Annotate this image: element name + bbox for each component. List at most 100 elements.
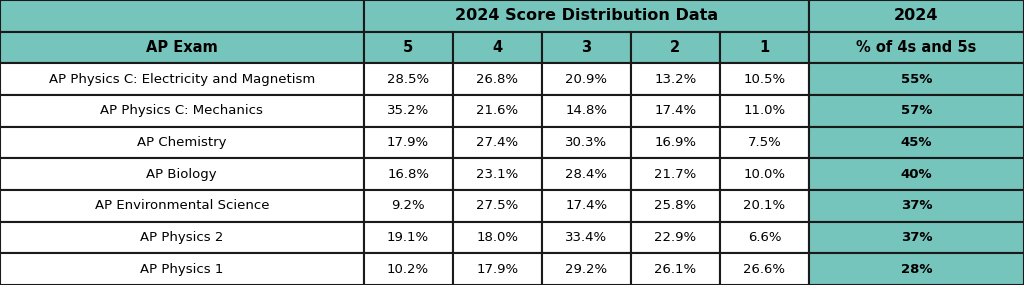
Bar [631, 127, 720, 158]
Text: 11.0%: 11.0% [743, 104, 785, 117]
Bar [453, 158, 542, 190]
Bar [631, 95, 720, 127]
Text: 16.8%: 16.8% [387, 168, 429, 181]
Bar [364, 95, 453, 127]
Bar [631, 222, 720, 253]
Text: 27.5%: 27.5% [476, 199, 518, 212]
Text: 7.5%: 7.5% [748, 136, 781, 149]
Text: 19.1%: 19.1% [387, 231, 429, 244]
Bar [809, 63, 1024, 95]
Bar [0, 158, 364, 190]
Bar [453, 253, 542, 285]
Text: 14.8%: 14.8% [565, 104, 607, 117]
Bar [542, 95, 631, 127]
Text: 5: 5 [402, 40, 414, 55]
Text: 35.2%: 35.2% [387, 104, 429, 117]
Bar [364, 32, 453, 63]
Text: 2024: 2024 [894, 8, 939, 23]
Bar [809, 253, 1024, 285]
Text: 21.7%: 21.7% [654, 168, 696, 181]
Text: 57%: 57% [901, 104, 932, 117]
Text: 4: 4 [493, 40, 502, 55]
Text: 55%: 55% [901, 73, 932, 86]
Text: AP Physics 1: AP Physics 1 [140, 263, 223, 276]
Bar [720, 222, 809, 253]
Bar [809, 158, 1024, 190]
Bar [453, 32, 542, 63]
Text: 2: 2 [671, 40, 680, 55]
Bar [542, 253, 631, 285]
Text: % of 4s and 5s: % of 4s and 5s [856, 40, 977, 55]
Bar [631, 253, 720, 285]
Bar [809, 0, 1024, 32]
Text: 26.6%: 26.6% [743, 263, 785, 276]
Bar [364, 127, 453, 158]
Text: 17.9%: 17.9% [476, 263, 518, 276]
Text: AP Chemistry: AP Chemistry [137, 136, 226, 149]
Bar [364, 158, 453, 190]
Text: 26.1%: 26.1% [654, 263, 696, 276]
Text: 37%: 37% [901, 231, 932, 244]
Text: AP Physics 2: AP Physics 2 [140, 231, 223, 244]
Text: 28.5%: 28.5% [387, 73, 429, 86]
Bar [0, 253, 364, 285]
Bar [542, 158, 631, 190]
Text: 25.8%: 25.8% [654, 199, 696, 212]
Text: 40%: 40% [901, 168, 932, 181]
Bar [542, 222, 631, 253]
Text: 21.6%: 21.6% [476, 104, 518, 117]
Bar [720, 127, 809, 158]
Bar [453, 190, 542, 222]
Bar [364, 0, 809, 32]
Bar [809, 190, 1024, 222]
Bar [809, 95, 1024, 127]
Text: 9.2%: 9.2% [391, 199, 425, 212]
Text: 37%: 37% [901, 199, 932, 212]
Bar [631, 32, 720, 63]
Text: 28.4%: 28.4% [565, 168, 607, 181]
Bar [0, 95, 364, 127]
Text: 17.4%: 17.4% [565, 199, 607, 212]
Bar [720, 63, 809, 95]
Bar [631, 63, 720, 95]
Text: AP Biology: AP Biology [146, 168, 217, 181]
Bar [453, 127, 542, 158]
Bar [364, 253, 453, 285]
Text: 26.8%: 26.8% [476, 73, 518, 86]
Text: AP Physics C: Mechanics: AP Physics C: Mechanics [100, 104, 263, 117]
Text: 33.4%: 33.4% [565, 231, 607, 244]
Text: 3: 3 [582, 40, 591, 55]
Bar [0, 222, 364, 253]
Text: 29.2%: 29.2% [565, 263, 607, 276]
Bar [453, 63, 542, 95]
Text: 23.1%: 23.1% [476, 168, 518, 181]
Bar [809, 32, 1024, 63]
Text: 20.9%: 20.9% [565, 73, 607, 86]
Bar [0, 63, 364, 95]
Text: 2024 Score Distribution Data: 2024 Score Distribution Data [455, 8, 718, 23]
Text: 20.1%: 20.1% [743, 199, 785, 212]
Bar [631, 158, 720, 190]
Bar [720, 158, 809, 190]
Text: 10.5%: 10.5% [743, 73, 785, 86]
Text: 6.6%: 6.6% [748, 231, 781, 244]
Bar [809, 127, 1024, 158]
Text: 1: 1 [759, 40, 770, 55]
Text: 45%: 45% [901, 136, 932, 149]
Text: 16.9%: 16.9% [654, 136, 696, 149]
Text: 17.9%: 17.9% [387, 136, 429, 149]
Bar [0, 0, 364, 32]
Bar [364, 190, 453, 222]
Text: 18.0%: 18.0% [476, 231, 518, 244]
Text: 22.9%: 22.9% [654, 231, 696, 244]
Text: AP Environmental Science: AP Environmental Science [94, 199, 269, 212]
Bar [720, 253, 809, 285]
Bar [809, 222, 1024, 253]
Bar [542, 127, 631, 158]
Text: 13.2%: 13.2% [654, 73, 696, 86]
Bar [0, 32, 364, 63]
Bar [542, 32, 631, 63]
Bar [364, 63, 453, 95]
Bar [720, 32, 809, 63]
Text: AP Exam: AP Exam [145, 40, 218, 55]
